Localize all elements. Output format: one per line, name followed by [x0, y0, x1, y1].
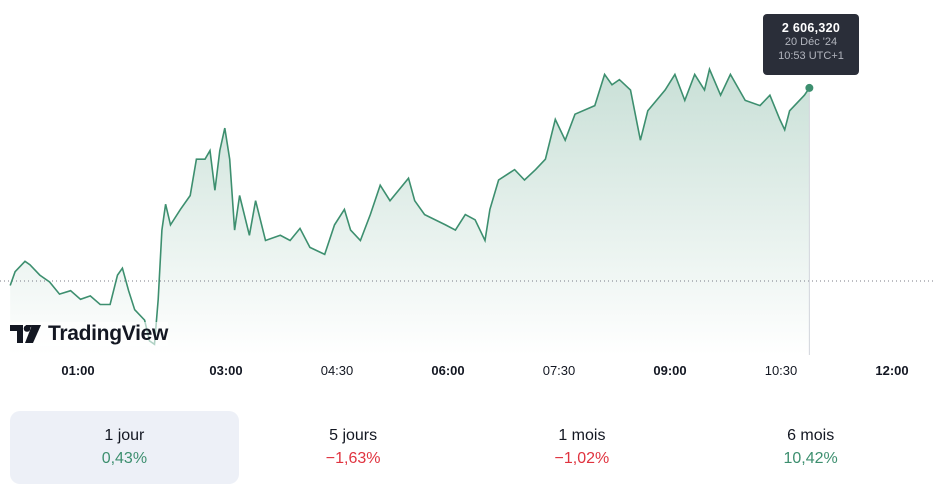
period-1-day[interactable]: 1 jour 0,43%: [10, 411, 239, 484]
x-tick-label: 01:00: [61, 363, 94, 378]
period-6-months[interactable]: 6 mois 10,42%: [696, 411, 925, 484]
period-selector: 1 jour 0,43% 5 jours −1,63% 1 mois −1,02% 6…: [10, 411, 925, 484]
period-5-days[interactable]: 5 jours −1,63%: [239, 411, 468, 484]
price-chart[interactable]: 01:00 03:00 04:30 06:00 07:30 09:00 10:30 12:00: [0, 0, 933, 400]
x-tick-label: 04:30: [321, 363, 354, 378]
x-tick-label: 06:00: [431, 363, 464, 378]
x-tick-label: 07:30: [543, 363, 576, 378]
period-label: 6 mois: [787, 427, 835, 444]
x-tick-label: 03:00: [209, 363, 242, 378]
x-tick-label: 09:00: [653, 363, 686, 378]
logo-text: TradingView: [48, 322, 169, 345]
tooltip-value: 2 606,320: [781, 21, 841, 35]
x-tick-label: 12:00: [875, 363, 908, 378]
x-tick-label: 10:30: [765, 363, 798, 378]
period-label: 5 jours: [329, 427, 378, 444]
period-change: −1,63%: [325, 450, 381, 467]
period-change: 10,42%: [783, 450, 838, 467]
price-line: [9, 66, 811, 346]
tradingview-logo-icon: [10, 325, 41, 343]
period-label: 1 jour: [104, 427, 145, 444]
last-price-dot: [805, 83, 814, 92]
tradingview-logo[interactable]: TradingView: [10, 322, 168, 346]
period-1-month[interactable]: 1 mois −1,02%: [468, 411, 697, 484]
tooltip-time: 10:53 UTC+1: [778, 50, 844, 62]
crosshair-tooltip: 2 606,320 20 Déc '24 10:53 UTC+1: [763, 14, 859, 75]
area-fill: [10, 69, 810, 355]
period-label: 1 mois: [558, 427, 606, 444]
tooltip-date: 20 Déc '24: [784, 36, 838, 48]
period-change: 0,43%: [101, 450, 148, 467]
period-change: −1,02%: [554, 450, 610, 467]
